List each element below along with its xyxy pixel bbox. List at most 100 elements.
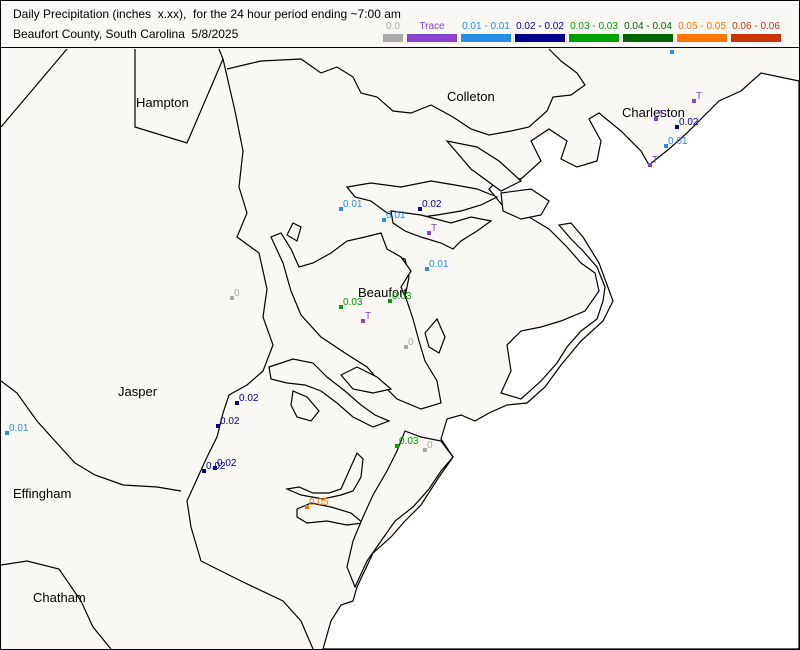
station-marker (339, 207, 343, 211)
station-marker (423, 448, 427, 452)
station-marker (235, 401, 239, 405)
legend-item: 0.01 - 0.01 (461, 21, 511, 42)
station-marker (388, 299, 392, 303)
station-observation: 0.03 (388, 291, 412, 303)
waterways (226, 48, 586, 589)
station-observation: 0.02 (235, 393, 259, 405)
station-observation: T (427, 223, 437, 235)
station-value: T (365, 311, 371, 322)
station-marker (382, 218, 386, 222)
station-value: 0.01 (668, 136, 688, 147)
station-observation: T (654, 109, 664, 121)
station-marker (670, 50, 674, 54)
station-observation: 0.02 (675, 117, 699, 129)
map-subtitle: Beaufort County, South Carolina 5/8/2025 (13, 27, 239, 41)
legend-swatch (383, 34, 403, 42)
station-value: 0.02 (679, 117, 699, 128)
station-marker (395, 444, 399, 448)
station-marker (339, 305, 343, 309)
station-marker (427, 231, 431, 235)
legend-item: Trace (407, 21, 457, 42)
station-marker (361, 319, 365, 323)
legend-label: Trace (419, 21, 445, 32)
legend-swatch (569, 34, 619, 42)
station-marker (305, 505, 309, 509)
county-map: Hampton Colleton Charleston Beaufort Jas… (1, 48, 799, 649)
legend-label: 0.0 (386, 21, 400, 32)
label-chatham: Chatham (33, 590, 86, 605)
legend-item: 0.06 - 0.06 (731, 21, 781, 42)
station-marker (692, 99, 696, 103)
station-observation: 0.01 (5, 423, 29, 435)
legend-item: 0.04 - 0.04 (623, 21, 673, 42)
label-hampton: Hampton (136, 95, 189, 110)
label-charleston: Charleston (622, 105, 685, 120)
label-beaufort: Beaufort (358, 285, 408, 300)
legend-label: 0.04 - 0.04 (624, 21, 672, 32)
ocean-area (322, 72, 799, 649)
legend-item: 0.02 - 0.02 (515, 21, 565, 42)
map-header: Daily Precipitation (inches x.xx), for t… (1, 1, 799, 48)
precipitation-legend: 0.0 Trace 0.01 - 0.01 0.02 - 0.02 0.03 - 0.0… (383, 21, 781, 42)
station-observation: 0.02 (216, 416, 240, 428)
label-effingham: Effingham (13, 486, 71, 501)
station-value: 0.02 (422, 199, 442, 210)
station-value: T (658, 109, 664, 120)
station-observation: T (648, 155, 658, 167)
station-observations: 0.010.010.02T0.0100.030.03T00.020.020.02… (5, 50, 702, 509)
station-marker (425, 267, 429, 271)
station-observation: 0.01 (425, 259, 449, 271)
legend-label: 0.03 - 0.03 (570, 21, 618, 32)
legend-item: 0.0 (383, 21, 403, 42)
station-observation: 0.05 (305, 497, 329, 509)
station-observation: T (361, 311, 371, 323)
map-title: Daily Precipitation (inches x.xx), for t… (13, 7, 401, 21)
station-observation: 0 (423, 440, 433, 452)
station-value: 0.01 (9, 423, 29, 434)
station-value: 0.01 (386, 210, 406, 221)
station-value: 0.03 (399, 436, 419, 447)
legend-swatch (407, 34, 457, 42)
legend-item: 0.05 - 0.05 (677, 21, 727, 42)
station-value: 0 (408, 337, 414, 348)
station-value: 0 (234, 288, 240, 299)
station-value: 0.01 (429, 259, 449, 270)
station-observation: 0.02 (213, 458, 237, 470)
station-observation: 0.01 (382, 210, 406, 222)
station-observation: 0.01 (339, 199, 363, 211)
station-value: 0.05 (309, 497, 329, 508)
station-observation: 0 (404, 337, 414, 349)
station-observation: 0.03 (395, 436, 419, 448)
station-marker (654, 117, 658, 121)
legend-swatch (515, 34, 565, 42)
station-marker (664, 144, 668, 148)
station-marker (675, 125, 679, 129)
legend-item: 0.03 - 0.03 (569, 21, 619, 42)
station-marker (230, 296, 234, 300)
county-boundaries (1, 48, 314, 649)
label-jasper: Jasper (118, 384, 158, 399)
station-value: T (431, 223, 437, 234)
legend-label: 0.02 - 0.02 (516, 21, 564, 32)
legend-label: 0.01 - 0.01 (462, 21, 510, 32)
label-colleton: Colleton (447, 89, 495, 104)
place-labels: Hampton Colleton Charleston Beaufort Jas… (13, 89, 685, 605)
station-value: 0.03 (392, 291, 412, 302)
station-value: 0.02 (217, 458, 237, 469)
station-observation: 0 (230, 288, 240, 300)
station-value: 0.03 (343, 297, 363, 308)
station-value: 0.02 (239, 393, 259, 404)
station-observation: T (692, 91, 702, 103)
station-observation: 0.03 (339, 297, 363, 309)
station-marker (213, 466, 217, 470)
legend-swatch (623, 34, 673, 42)
legend-swatch (461, 34, 511, 42)
station-marker (648, 163, 652, 167)
station-marker (216, 424, 220, 428)
station-value: T (652, 155, 658, 166)
station-observation (670, 50, 674, 54)
station-value: 0 (427, 440, 433, 451)
legend-label: 0.06 - 0.06 (732, 21, 780, 32)
station-marker (202, 469, 206, 473)
station-value: 0.02 (220, 416, 240, 427)
